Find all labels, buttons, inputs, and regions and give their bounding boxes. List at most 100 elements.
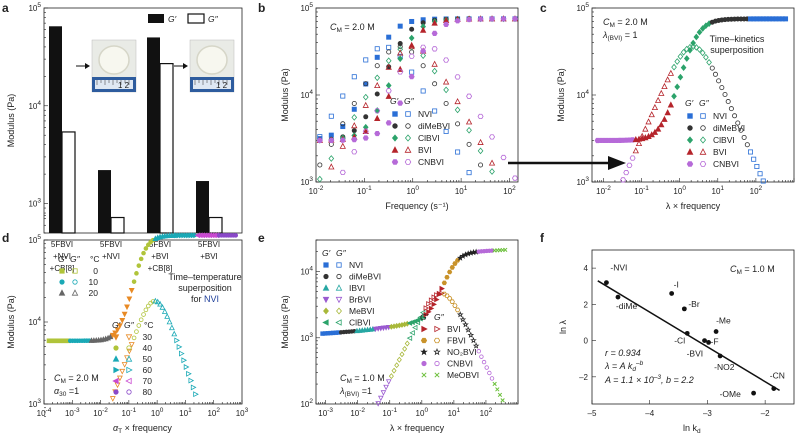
- panel-c-point-gdoubleprime: [648, 111, 655, 118]
- panel-e-legend2-head-gdoubleprime: G″: [434, 312, 445, 322]
- panel-f-equation-1-part: –b: [635, 360, 644, 367]
- panel-b-point-gdoubleprime: [328, 113, 334, 119]
- panel-f-point-label: -BVI: [687, 348, 704, 358]
- panel-b-ytick-label-exp: 3: [309, 176, 313, 183]
- panel-d-point-gprime: [121, 311, 128, 318]
- panel-b-point-gprime: [419, 26, 427, 33]
- panel-e-point-gdoubleprime: [452, 303, 458, 308]
- panel-b-point-gdoubleprime: [328, 155, 335, 162]
- panel-c-point-gdoubleprime: [635, 139, 643, 147]
- panel-b-point-gdoubleprime: [363, 81, 369, 87]
- panel-c-point-gdoubleprime: [735, 120, 741, 126]
- panel-b-point-gdoubleprime: [420, 52, 426, 59]
- panel-a-bar-gdoubleprime: [61, 131, 76, 234]
- panel-b-point-gdoubleprime: [339, 142, 346, 149]
- panel-b-point-gdoubleprime: [431, 67, 438, 75]
- panel-b-xtick-label: 10-2: [309, 185, 324, 196]
- panel-d-point-gdoubleprime: [154, 298, 161, 305]
- panel-e-point-gdoubleprime: [434, 292, 440, 298]
- panel-d-legend1-marker-open: [72, 268, 78, 274]
- panel-a-photo-bvi-ruler-face: [193, 80, 231, 89]
- panel-b-point-gprime: [374, 54, 380, 60]
- panel-f-ytick-label: 4: [584, 264, 589, 273]
- panel-a-xlabel-line1: 5FBVI: [149, 240, 171, 249]
- panel-c-point-gdoubleprime: [760, 178, 766, 184]
- panel-c-annotation-2-rest: = 1: [622, 30, 637, 40]
- panel-f-point: [684, 330, 690, 336]
- panel-f-point-label: -Br: [688, 299, 700, 309]
- panel-a-letter: a: [2, 1, 9, 15]
- panel-b-point-gdoubleprime: [420, 63, 426, 69]
- panel-f-point-label: -F: [711, 337, 719, 347]
- panel-a-xlabel-line2: +BVI: [151, 252, 169, 261]
- panel-c-annotation-3b: superposition: [710, 45, 764, 55]
- panel-e-point-gdoubleprime: [380, 390, 387, 396]
- panel-b-point-gdoubleprime: [432, 81, 438, 87]
- panel-f-point: [669, 291, 675, 296]
- panel-d-point-gdoubleprime: [119, 368, 126, 375]
- panel-b-point-gdoubleprime: [385, 88, 392, 94]
- panel-c-point-gdoubleprime: [620, 177, 627, 183]
- panel-e-point-gdoubleprime: [472, 342, 480, 349]
- panel-b-point-gdoubleprime: [466, 93, 473, 99]
- panel-f-point: [713, 329, 719, 334]
- panel-e-legend2-marker-open: [434, 325, 441, 333]
- panel-e-point-gprime: [439, 285, 445, 292]
- panel-b-point-gprime: [408, 74, 415, 80]
- panel-d-point-gdoubleprime: [152, 297, 159, 304]
- panel-c-point-gdoubleprime: [677, 53, 684, 60]
- panel-e-ytick-label-base: 10: [300, 400, 309, 409]
- panel-c-point-gdoubleprime: [690, 43, 696, 50]
- panel-b-point-gdoubleprime: [488, 159, 496, 166]
- panel-d-xtick-label: 10-3: [65, 407, 80, 418]
- panel-e-annotation-2: λ(BVI) =1: [339, 386, 372, 398]
- panel-b-point-gdoubleprime: [454, 106, 461, 114]
- panel-d-annotation-2: α30 =1: [54, 386, 79, 398]
- panel-e-point-gdoubleprime: [462, 321, 469, 328]
- panel-e-point-gdoubleprime: [414, 319, 421, 326]
- panel-e-legend2-label: MeOBVI: [447, 370, 479, 380]
- panel-b-point-gdoubleprime: [489, 168, 495, 175]
- panel-a-photo-arrow-head: [85, 63, 90, 69]
- panel-e-point-gprime: [434, 296, 440, 303]
- panel-d-xtick-label-exp: 0: [160, 407, 164, 414]
- panel-f-fit-line: [597, 280, 780, 392]
- panel-b-point-gdoubleprime: [443, 100, 449, 106]
- panel-c-point-gdoubleprime: [658, 89, 665, 96]
- panel-a-xlabel-line1: 5FBVI: [100, 240, 122, 249]
- panel-c-point-gdoubleprime: [642, 125, 649, 132]
- panel-c-annotation-rest: = 2.0 M: [615, 17, 648, 27]
- panel-b-point-gdoubleprime: [420, 44, 427, 50]
- panel-d-ytick-label-exp: 5: [37, 234, 41, 241]
- panel-e-legend1-label: diMeBVI: [349, 272, 381, 282]
- panel-d-legend1-marker-filled: [58, 289, 66, 296]
- panel-d-ytick-label-exp: 3: [37, 398, 41, 405]
- panel-e-xtick-label-exp: 2: [489, 407, 493, 414]
- panel-d-legend1-marker-open: [71, 289, 79, 296]
- panel-c-ytick-label-exp: 5: [585, 2, 589, 9]
- panel-b-xtick-label: 100: [406, 185, 419, 196]
- panel-d-annotation-3c-prefix: for: [191, 294, 204, 304]
- panel-d-point-gdoubleprime: [138, 317, 144, 323]
- panel-b-point-gdoubleprime: [454, 98, 461, 105]
- panel-d-xtick-label-base: 10: [122, 409, 131, 418]
- panel-d-legend2-head-gprime: G′: [112, 320, 121, 330]
- panel-a-xlabel-line2: +BVI: [200, 252, 218, 261]
- panel-c-point-gdoubleprime: [741, 134, 747, 140]
- panel-b-ytick-label-base: 10: [300, 4, 309, 13]
- panel-d-point-gdoubleprime: [179, 350, 185, 357]
- panel-c-point-gdoubleprime: [712, 71, 718, 77]
- panel-d-letter: d: [2, 231, 9, 245]
- panel-c-xtick-label-base: 10: [750, 187, 759, 196]
- panel-d-xtick-label: 10-4: [37, 407, 52, 418]
- panel-c-point-gdoubleprime: [696, 46, 703, 53]
- panel-d-legend2-marker-filled: [112, 377, 119, 385]
- panel-d-legend2-marker-open: [125, 377, 132, 385]
- panel-c-ytick-label-base: 10: [576, 4, 585, 13]
- panel-d-point-gdoubleprime: [168, 324, 175, 331]
- panel-d-annotation-3b: superposition: [178, 283, 232, 293]
- panel-d-xtick-label: 103: [236, 407, 249, 418]
- panel-c-legend-marker-open: [699, 161, 707, 167]
- panel-d-ytick-label-base: 10: [28, 400, 37, 409]
